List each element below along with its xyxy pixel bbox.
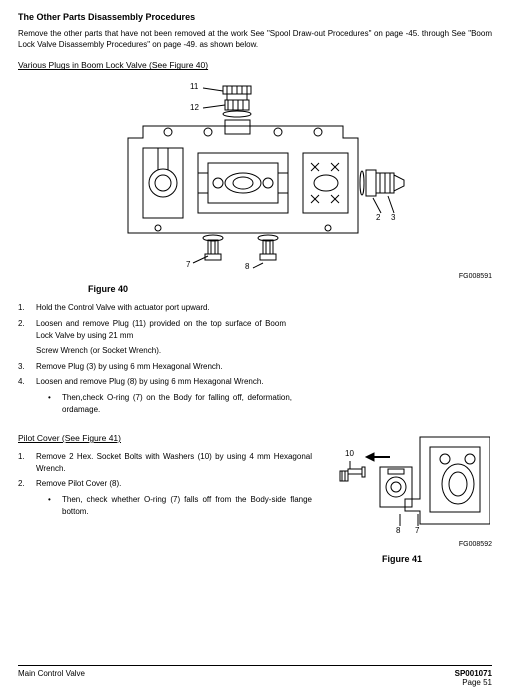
callout-7b: 7 <box>415 526 419 535</box>
section-title: The Other Parts Disassembly Procedures <box>18 12 492 22</box>
pilot-cover-section: Pilot Cover (See Figure 41) 1.Remove 2 H… <box>18 429 492 564</box>
callout-12: 12 <box>190 103 199 112</box>
list-item: Screw Wrench (or Socket Wrench). <box>18 345 492 357</box>
list-item: 4.Loosen and remove Plug (8) by using 6 … <box>18 376 492 388</box>
callout-11: 11 <box>190 82 198 91</box>
subheading-pilot: Pilot Cover (See Figure 41) <box>18 433 312 443</box>
page-footer: Main Control Valve SP001071 Page 51 <box>18 665 492 687</box>
list-item: 1.Hold the Control Valve with actuator p… <box>18 302 492 314</box>
steps-40-list: 1.Hold the Control Valve with actuator p… <box>18 302 492 415</box>
intro-text: Remove the other parts that have not bee… <box>18 28 492 50</box>
subheading-plugs: Various Plugs in Boom Lock Valve (See Fi… <box>18 60 492 70</box>
callout-2: 2 <box>376 213 380 222</box>
list-item: 1.Remove 2 Hex. Socket Bolts with Washer… <box>18 451 312 474</box>
callout-8: 8 <box>245 262 249 271</box>
figure-41-caption: Figure 41 <box>382 554 492 564</box>
list-item: 3.Remove Plug (3) by using 6 mm Hexagona… <box>18 361 492 373</box>
figure-40-caption: Figure 40 <box>88 284 492 294</box>
callout-3: 3 <box>391 213 395 222</box>
callout-7: 7 <box>186 260 190 269</box>
footer-page: Page 51 <box>462 678 492 687</box>
list-item: 2.Loosen and remove Plug (11) provided o… <box>18 318 492 341</box>
sub-item: •Then,check O-ring (7) on the Body for f… <box>48 392 492 415</box>
figure-41-id: FG008592 <box>459 541 492 548</box>
callout-10: 10 <box>345 449 354 458</box>
figure-40-area: 11 12 7 8 2 3 FG008591 <box>18 78 492 278</box>
figure-41-diagram: 10 8 7 <box>330 429 490 539</box>
steps-41-list: 1.Remove 2 Hex. Socket Bolts with Washer… <box>18 451 312 517</box>
figure-40-id: FG008591 <box>459 273 492 280</box>
sub-item: •Then, check whether O-ring (7) falls of… <box>48 494 312 517</box>
list-item: 2.Remove Pilot Cover (8). <box>18 478 312 490</box>
footer-docnum: SP001071 <box>455 669 492 678</box>
figure-40-diagram: 11 12 7 8 2 3 <box>108 78 428 278</box>
callout-8b: 8 <box>396 526 400 535</box>
footer-title: Main Control Valve <box>18 669 85 687</box>
